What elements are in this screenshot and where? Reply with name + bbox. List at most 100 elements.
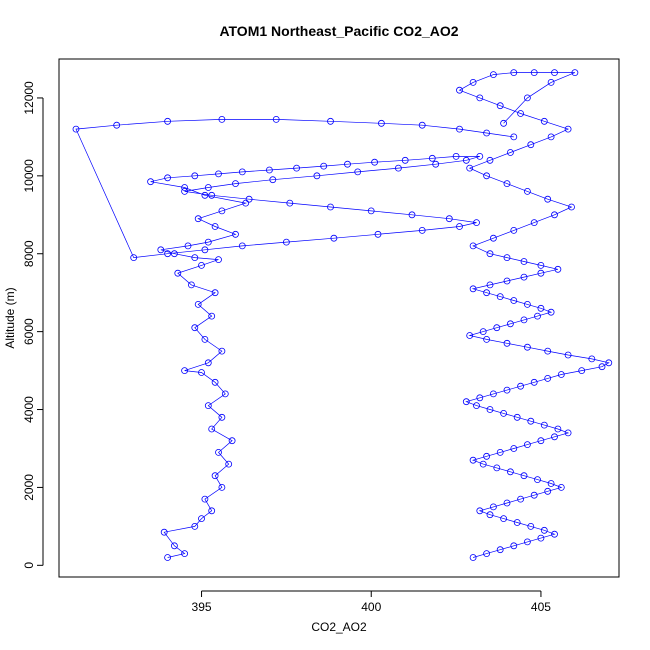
- data-point: [218, 483, 226, 491]
- data-point: [204, 238, 212, 246]
- x-tick-label: 405: [531, 600, 551, 614]
- data-point: [466, 164, 474, 172]
- data-point: [483, 129, 491, 137]
- data-point: [517, 110, 524, 117]
- series-line: [75, 119, 514, 558]
- data-point: [493, 324, 501, 332]
- data-point: [537, 437, 545, 445]
- data-point: [418, 226, 426, 234]
- data-point: [486, 511, 494, 519]
- data-point: [215, 170, 222, 178]
- data-point: [191, 172, 199, 180]
- data-point: [517, 495, 524, 503]
- data-point: [445, 215, 453, 223]
- data-point: [452, 152, 460, 160]
- data-point: [181, 550, 189, 557]
- data-point: [544, 347, 552, 355]
- data-point: [483, 172, 491, 180]
- data-point: [394, 164, 402, 172]
- x-tick-label: 400: [361, 600, 381, 614]
- data-point: [377, 119, 385, 127]
- data-point: [218, 413, 226, 421]
- data-point: [524, 538, 531, 546]
- data-point: [557, 371, 565, 378]
- data-point: [489, 71, 497, 78]
- data-point: [537, 534, 545, 542]
- data-point: [486, 156, 494, 164]
- data-point: [605, 359, 613, 367]
- data-point: [483, 550, 491, 557]
- data-point: [503, 339, 511, 347]
- data-point: [510, 445, 518, 452]
- x-tick-label: 395: [192, 600, 212, 614]
- data-point: [469, 242, 477, 250]
- data-point: [330, 234, 338, 242]
- data-point: [598, 363, 606, 371]
- data-point: [530, 491, 538, 499]
- data-point: [208, 425, 216, 433]
- data-point: [524, 300, 531, 308]
- data-point: [282, 238, 290, 246]
- y-tick-label: 2000: [22, 474, 36, 501]
- data-point: [157, 246, 165, 254]
- data-point: [486, 250, 494, 258]
- y-tick-label: 4000: [22, 396, 36, 423]
- data-point: [245, 195, 253, 203]
- data-point: [530, 69, 538, 76]
- data-point: [181, 184, 189, 191]
- data-point: [551, 433, 558, 441]
- data-point: [242, 199, 250, 207]
- data-point: [204, 359, 212, 367]
- data-point: [524, 343, 531, 351]
- data-point: [113, 121, 121, 129]
- data-point: [191, 254, 199, 262]
- data-point: [493, 464, 501, 472]
- data-point: [520, 258, 528, 265]
- data-point: [201, 335, 209, 343]
- data-point: [483, 289, 491, 297]
- data-point: [476, 152, 484, 160]
- data-point: [462, 398, 470, 406]
- data-point: [503, 277, 511, 285]
- data-point: [568, 203, 575, 211]
- data-point: [272, 116, 280, 123]
- data-point: [483, 335, 491, 343]
- data-point: [510, 69, 518, 76]
- data-point: [530, 378, 538, 386]
- data-point: [530, 219, 538, 227]
- data-point: [147, 178, 155, 186]
- data-point: [520, 472, 528, 480]
- data-point: [204, 402, 212, 410]
- data-point: [554, 425, 562, 433]
- data-point: [198, 369, 205, 376]
- data-point: [265, 166, 273, 174]
- data-point: [547, 133, 555, 141]
- data-point: [500, 409, 508, 417]
- data-point: [208, 312, 216, 320]
- data-point: [181, 367, 189, 375]
- data-point: [588, 355, 596, 363]
- data-point: [503, 499, 511, 507]
- data-point: [571, 69, 579, 76]
- data-point: [540, 117, 548, 125]
- data-point: [164, 174, 172, 182]
- data-point: [524, 187, 531, 195]
- data-point: [466, 332, 474, 339]
- data-point: [496, 448, 504, 456]
- data-point: [211, 472, 219, 480]
- data-point: [551, 69, 558, 76]
- data-point: [208, 507, 216, 515]
- data-point: [527, 141, 535, 149]
- data-point: [181, 187, 189, 195]
- data-point: [367, 207, 375, 215]
- data-point: [489, 390, 497, 398]
- data-point: [554, 265, 562, 273]
- data-point: [238, 168, 246, 176]
- data-point: [503, 254, 511, 262]
- data-point: [503, 180, 511, 188]
- data-point: [201, 191, 209, 199]
- data-point: [479, 460, 487, 468]
- data-point: [476, 394, 484, 402]
- data-point: [344, 160, 351, 168]
